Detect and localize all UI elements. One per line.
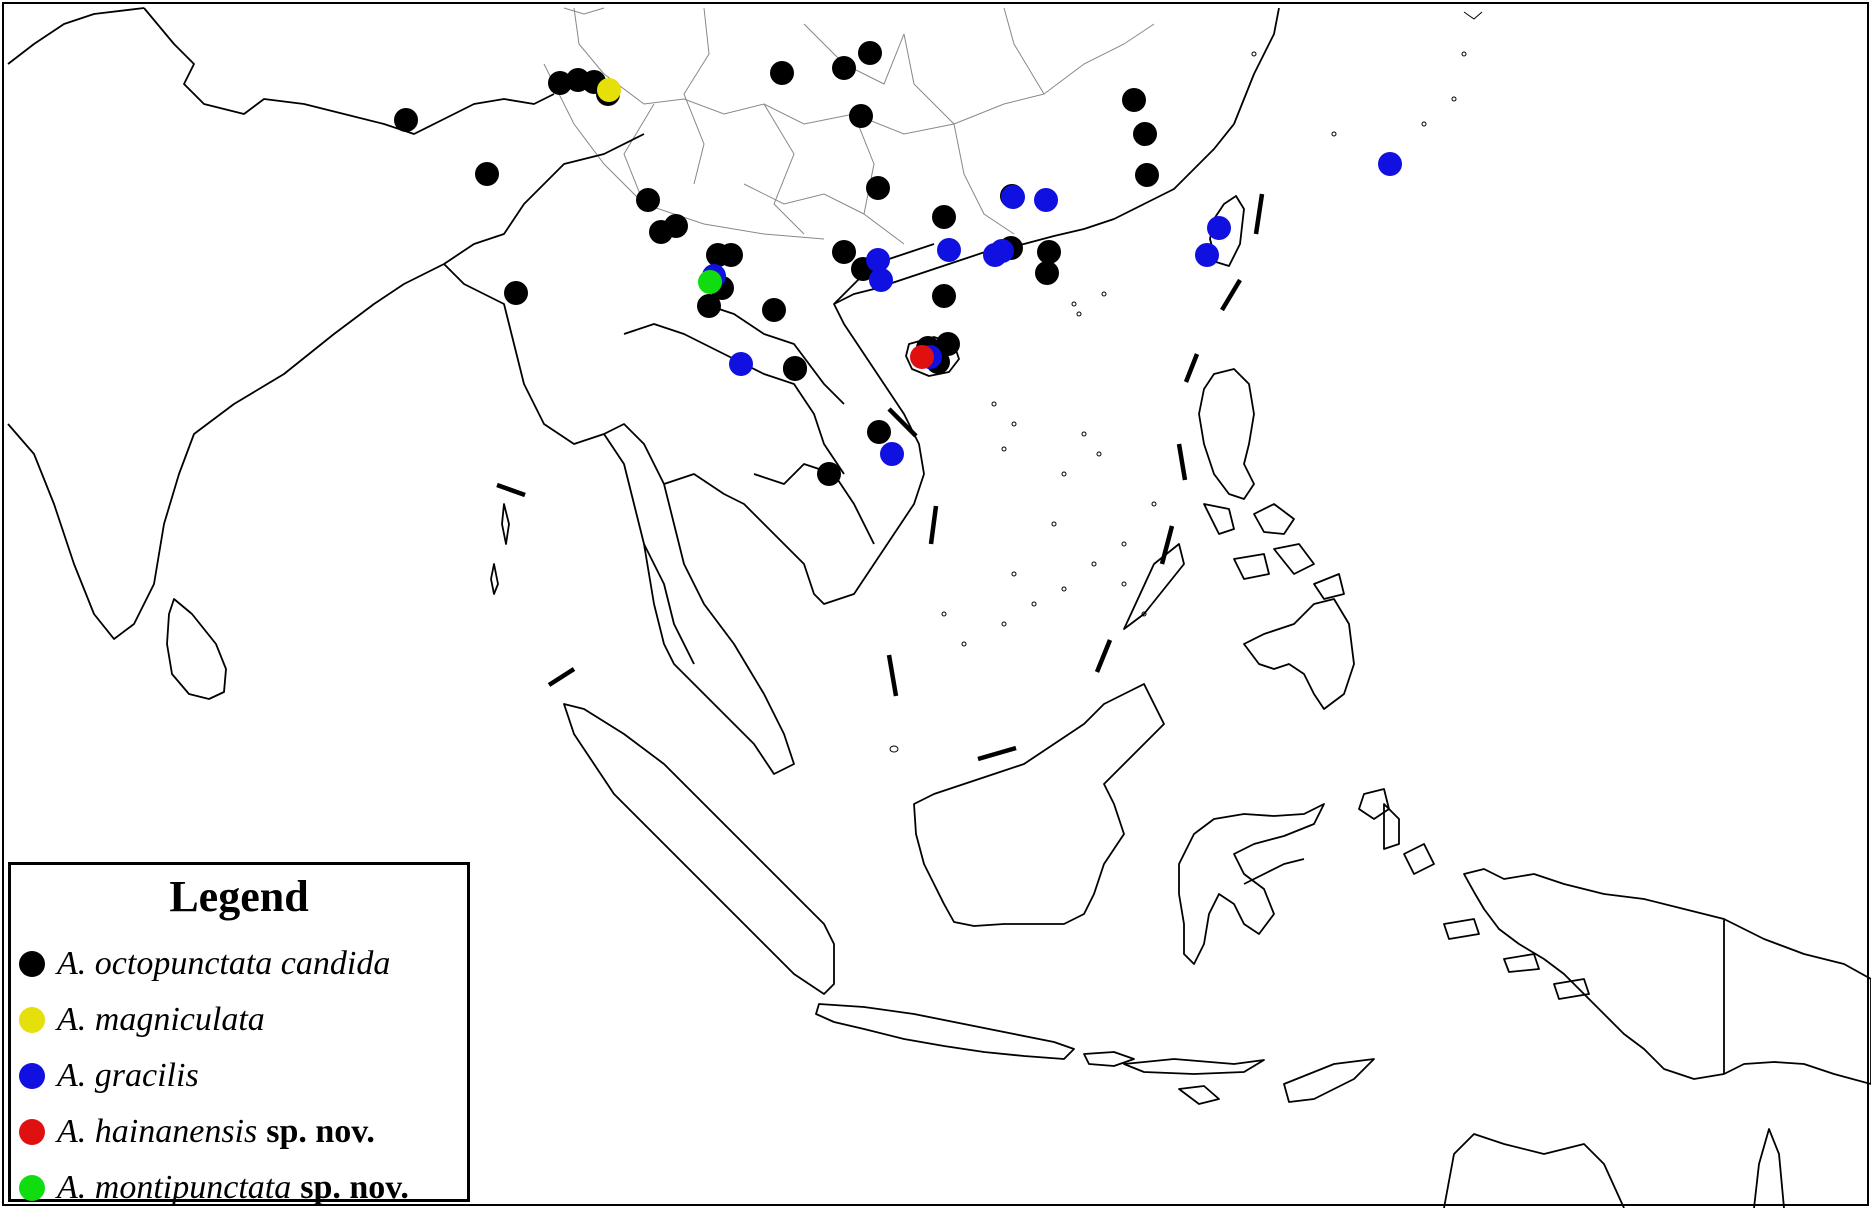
- sulawesi: [1178, 803, 1325, 965]
- legend-dot-green: [19, 1175, 45, 1201]
- sri-lanka: [166, 598, 227, 700]
- montipunctata-points: [698, 270, 722, 294]
- nine-dash-line: [496, 193, 1265, 762]
- legend-item-octopunctata-candida: A. octopunctata candida: [19, 945, 390, 983]
- china-province-borders: [543, 7, 1155, 245]
- small-islands: [889, 11, 1483, 753]
- map-canvas: [7, 7, 1871, 1208]
- legend-item-gracilis: A. gracilis: [19, 1057, 199, 1095]
- legend-suffix: sp. nov.: [266, 1113, 375, 1150]
- mindanao: [1243, 598, 1355, 710]
- legend-box: Legend A. octopunctata candida A. magnic…: [8, 862, 470, 1206]
- legend-item-magniculata: A. magniculata: [19, 1001, 265, 1039]
- legend-label: A. magniculata: [57, 1001, 265, 1038]
- legend-label: A. hainanensis sp. nov.: [57, 1113, 375, 1150]
- legend-item-montipunctata: A. montipunctata sp. nov.: [19, 1169, 409, 1207]
- legend-title: Legend: [169, 872, 309, 921]
- legend-label: A. montipunctata sp. nov.: [57, 1169, 409, 1206]
- legend-dot-yellow: [19, 1007, 45, 1033]
- java: [815, 1003, 1075, 1060]
- legend-dot-black: [19, 951, 45, 977]
- octopunctata-candida-points: [394, 41, 1159, 486]
- sumatra: [563, 703, 835, 995]
- legend-dot-blue: [19, 1063, 45, 1089]
- hainanensis-points: [910, 345, 934, 369]
- legend-suffix: sp. nov.: [300, 1169, 409, 1206]
- occurrence-points: [394, 41, 1402, 486]
- australia: [1443, 1133, 1625, 1208]
- coastlines: [7, 7, 1871, 1208]
- luzon: [1198, 368, 1255, 500]
- legend-label: A. octopunctata candida: [57, 945, 391, 982]
- magniculata-points: [597, 78, 621, 102]
- gracilis-points: [702, 152, 1402, 466]
- legend-item-hainanensis: A. hainanensis sp. nov.: [19, 1113, 375, 1151]
- legend-label: A. gracilis: [57, 1057, 199, 1094]
- legend-dot-red: [19, 1119, 45, 1145]
- new-guinea: [1463, 868, 1871, 1085]
- borneo: [913, 683, 1165, 927]
